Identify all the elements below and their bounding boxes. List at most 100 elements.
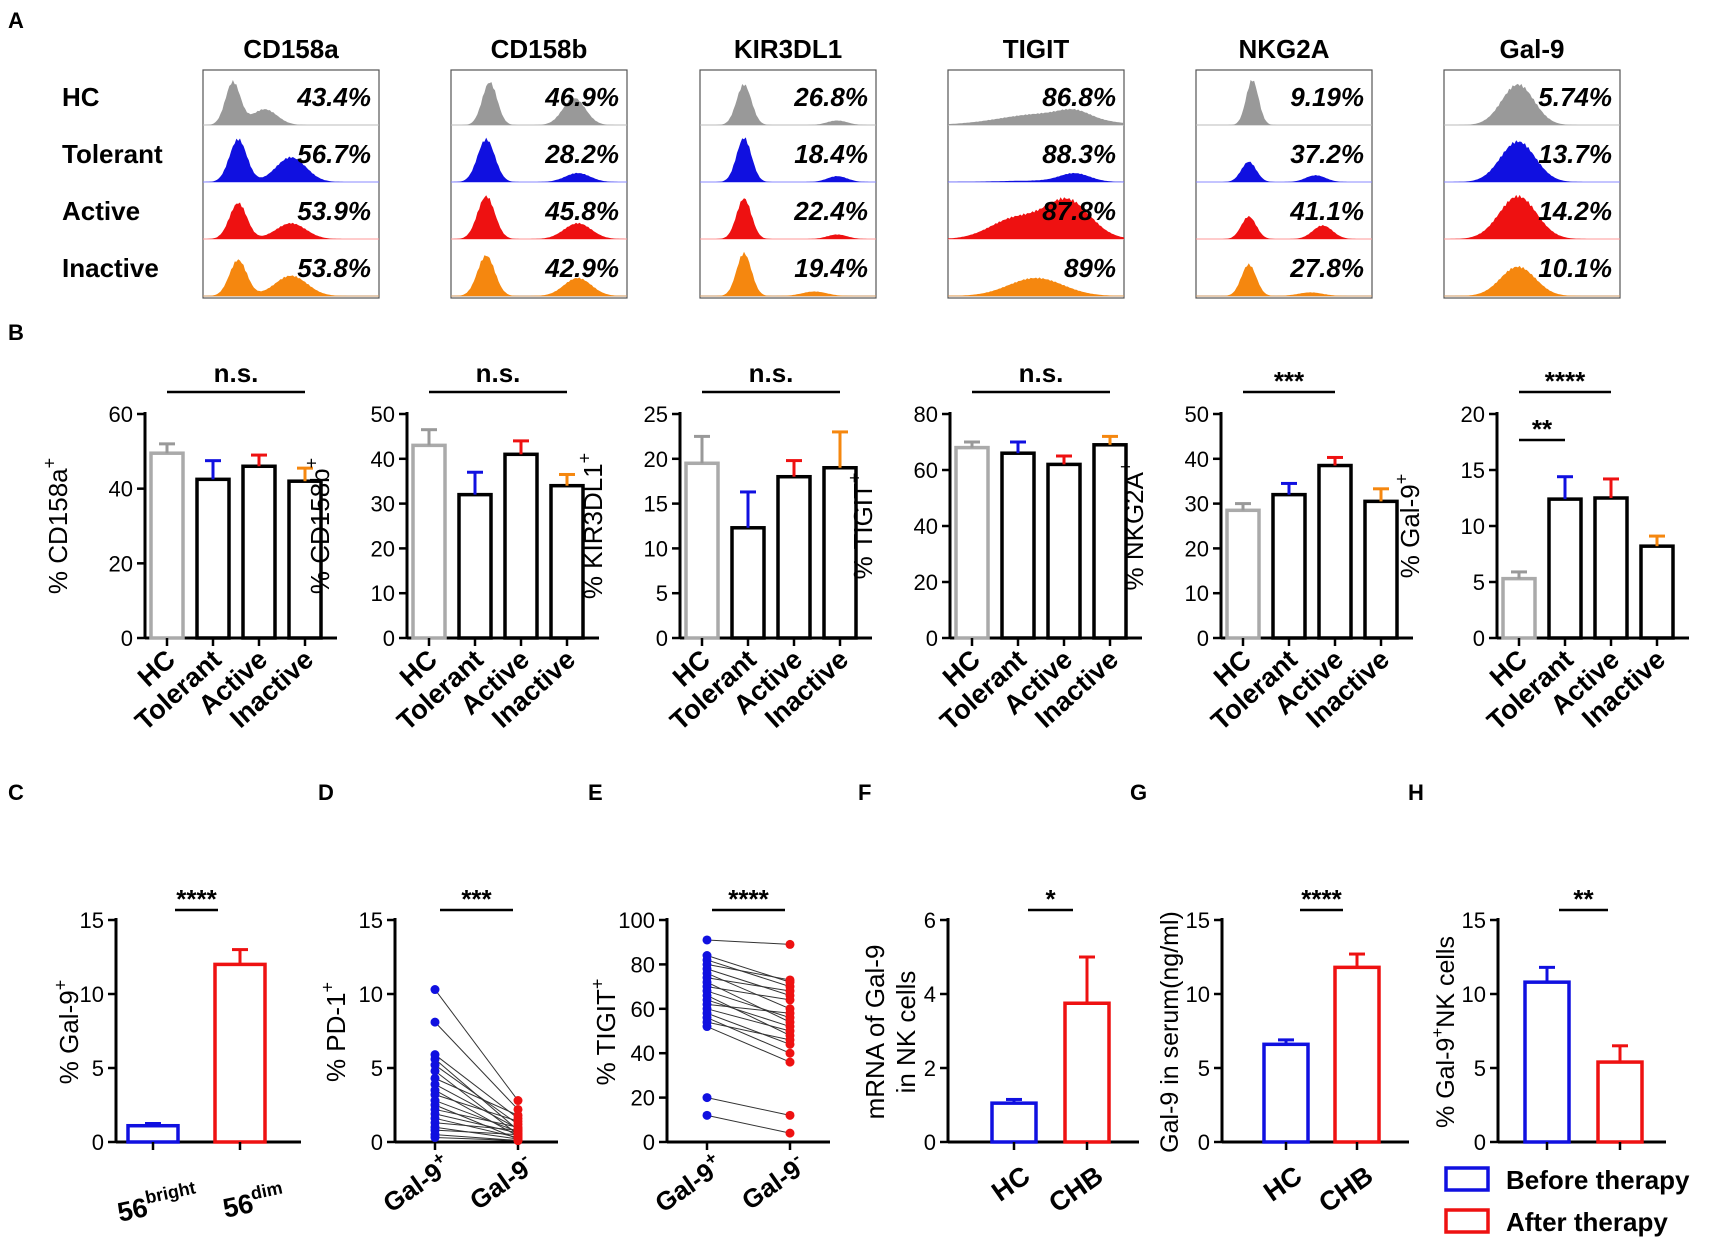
bar-active (503, 452, 539, 640)
y-tick-label: 20 (631, 1086, 655, 1111)
bar-chart-h: 0 5 10 15 ** % Gal-9+NK cells Before therapy Af… (1428, 884, 1690, 1237)
panel-letter-h: H (1408, 780, 1424, 805)
percentage-label: 89% (1064, 253, 1116, 283)
y-tick-label: 0 (1197, 626, 1209, 651)
bar-hc (149, 451, 185, 640)
pair-line (434, 1129, 519, 1136)
panel-letter-c: C (8, 780, 24, 805)
bar-hc (954, 445, 990, 640)
pair-line (706, 1026, 791, 1063)
pair-line (434, 1117, 519, 1139)
category-label: 56bright (114, 1177, 200, 1227)
bar-active (1317, 463, 1353, 640)
pair-line (706, 939, 791, 945)
pair-line (706, 1097, 791, 1116)
y-axis-label: mRNA of Gal-9 (860, 945, 890, 1120)
y-tick-label: 20 (109, 551, 133, 576)
y-tick-label: 15 (1186, 908, 1210, 933)
histogram-box (1195, 69, 1373, 299)
histogram-cd158a-inactive (203, 259, 379, 296)
pair-line (706, 986, 791, 1001)
point-gal9-negative (785, 1128, 795, 1138)
histogram-nkg2a-tolerant (1196, 161, 1372, 182)
point-gal9-positive (702, 1022, 712, 1032)
y-axis-label: Gal-9 in serum(ng/ml) (1156, 911, 1184, 1153)
marker-title-kir3dl1: KIR3DL1 (734, 34, 842, 64)
y-axis-label: % Gal-9+NK cells (1428, 936, 1460, 1128)
legend-swatch (1444, 1166, 1490, 1192)
y-tick-label: 100 (618, 908, 655, 933)
pair-line (706, 972, 791, 1010)
panel-letter-e: E (588, 780, 603, 805)
y-tick-label: 10 (644, 536, 668, 561)
histogram-cd158a-tolerant (203, 138, 379, 182)
significance-label: n.s. (214, 358, 259, 388)
category-label: Gal-9+ (375, 1147, 456, 1218)
bar-hc (1262, 1042, 1310, 1144)
point-gal9-negative (785, 939, 795, 949)
category-label-hc: HC (1258, 1160, 1307, 1207)
percentage-label: 28.2% (544, 139, 619, 169)
significance-label: **** (728, 884, 769, 914)
point-gal9-negative (513, 1136, 523, 1146)
histogram-cd158b-inactive (451, 255, 627, 296)
y-tick-label: 20 (1185, 536, 1209, 561)
point-gal9-negative (785, 1008, 795, 1018)
percentage-label: 27.8% (1289, 253, 1364, 283)
pair-line (434, 1064, 519, 1125)
histogram-box (1443, 69, 1621, 299)
percentage-label: 86.8% (1042, 82, 1116, 112)
y-tick-label: 15 (1462, 908, 1486, 933)
y-tick-label: 0 (1198, 1130, 1210, 1155)
bar-tolerant (1271, 492, 1307, 640)
y-tick-label: 10 (1186, 982, 1210, 1007)
histogram-cd158b-tolerant (451, 137, 627, 182)
point-gal9-positive (430, 1066, 440, 1076)
percentage-label: 41.1% (1289, 196, 1364, 226)
panel-a-histograms: CD158a 43.4% 56.7% 53.9% 53.8% CD158b 46.9% 28.… (62, 34, 1621, 299)
significance-label: n.s. (1019, 358, 1064, 388)
histogram-nkg2a-inactive (1196, 263, 1372, 296)
percentage-label: 10.1% (1538, 253, 1612, 283)
percentage-label: 42.9% (544, 253, 619, 283)
point-gal9-negative (785, 986, 795, 996)
pair-line (434, 989, 519, 1101)
pair-line (434, 1070, 519, 1135)
pair-line (706, 1012, 791, 1045)
marker-title-cd158b: CD158b (491, 34, 588, 64)
y-tick-label: 20 (644, 447, 668, 472)
histogram-box (699, 69, 877, 299)
panel-letters: A B C D E F G H (8, 8, 1424, 805)
bar-after-therapy (1596, 1060, 1644, 1144)
significance-label: **** (1545, 366, 1586, 396)
percentage-label: 87.8% (1042, 196, 1116, 226)
pair-line (434, 1094, 519, 1122)
histogram-cd158a-active (203, 202, 379, 239)
percentage-label: 26.8% (793, 82, 868, 112)
significance-label: n.s. (749, 358, 794, 388)
percentage-label: 53.9% (297, 196, 371, 226)
panel-letter-b: B (8, 320, 24, 345)
legend-swatch (1444, 1208, 1490, 1234)
percentage-label: 88.3% (1042, 139, 1116, 169)
category-label-chb: CHB (1043, 1160, 1108, 1218)
point-gal9-positive (430, 985, 440, 995)
category-label: Gal-9+ (647, 1147, 728, 1218)
paired-plot-d: 0 5 10 15 *** % PD-1+ Gal-9+ Gal-9- (317, 884, 558, 1218)
histogram-gal-9-inactive (1444, 265, 1620, 296)
significance-label: ** (1532, 414, 1553, 444)
panel-letter-f: F (858, 780, 871, 805)
histogram-kir3dl1-inactive (700, 251, 876, 296)
row-label-tolerant: Tolerant (62, 139, 163, 169)
point-gal9-negative (785, 1057, 795, 1067)
histogram-nkg2a-active (1196, 215, 1372, 239)
percentage-label: 18.4% (794, 139, 868, 169)
percentage-label: 46.9% (544, 82, 619, 112)
y-tick-label: 30 (1185, 492, 1209, 517)
y-tick-label: 10 (1185, 581, 1209, 606)
